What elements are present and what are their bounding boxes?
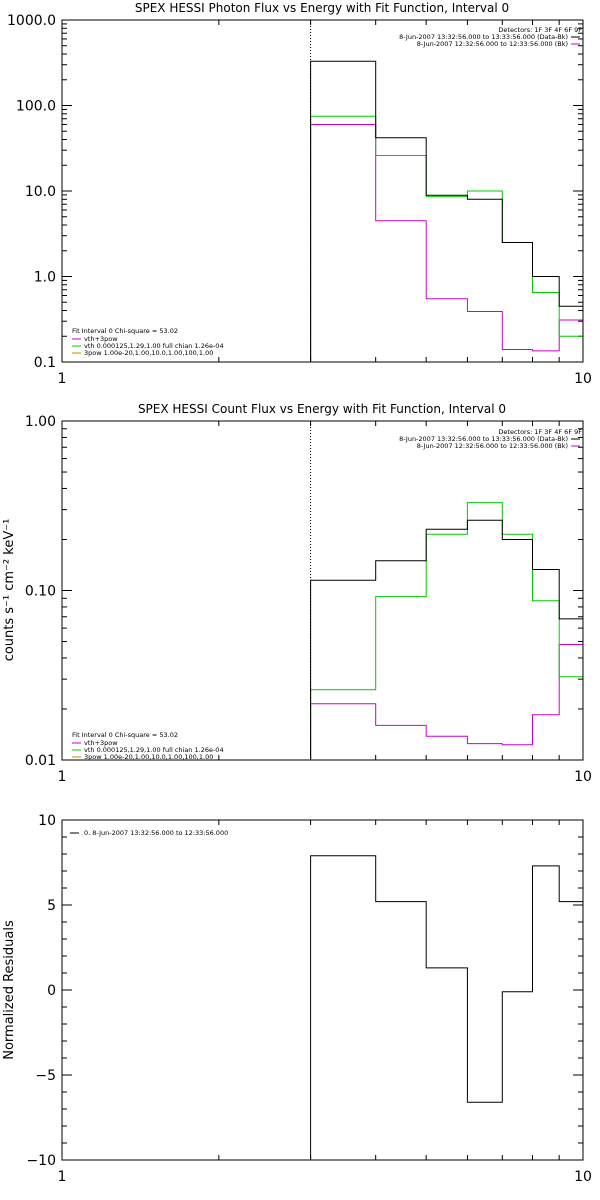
- detectors-label: Detectors: 1F 3F 4F 6F 9F: [498, 428, 582, 436]
- y-tick-label: 10: [38, 813, 56, 829]
- plot-frame: [61, 420, 584, 761]
- series-residuals-step: [310, 855, 584, 1160]
- x-tick-label: 1: [58, 371, 67, 387]
- y-tick-label: 0.10: [25, 584, 56, 600]
- y-tick-label: 1.00: [25, 414, 56, 430]
- data-interval-label: 8-Jun-2007 13:32:56.000 to 13:33:56.000 …: [399, 33, 568, 41]
- legend-residual-label: 0. 8-Jun-2007 13:32:56.000 to 12:33:56.0…: [84, 829, 228, 837]
- y-tick-label: 0.01: [25, 753, 56, 769]
- series-vth-step: [310, 502, 584, 760]
- x-tick-label: 1: [58, 769, 67, 785]
- x-tick-label: 10: [574, 371, 592, 387]
- y-axis-label: counts s⁻¹ cm⁻² keV⁻¹: [2, 519, 17, 662]
- y-tick-label: 0.1: [34, 355, 56, 371]
- chart-title: SPEX HESSI Photon Flux vs Energy with Fi…: [135, 1, 509, 15]
- residuals-panel: Normalized Residuals 0. 8-Jun-2007 13:32…: [2, 813, 592, 1185]
- count-flux-panel: SPEX HESSI Count Flux vs Energy with Fit…: [2, 402, 592, 785]
- plot-frame: [61, 819, 584, 1161]
- photon-flux-panel: SPEX HESSI Photon Flux vs Energy with Fi…: [7, 1, 592, 387]
- data-interval-label: 8-Jun-2007 13:32:56.000 to 13:33:56.000 …: [399, 435, 568, 443]
- bk-interval-label: 8-Jun-2007 12:32:56.000 to 12:33:56.000 …: [417, 40, 568, 48]
- y-tick-label: −10: [26, 1153, 56, 1169]
- y-tick-label: 1.0: [34, 270, 56, 286]
- legend-fit-interval: Fit Interval 0 Chi-square = 53.02: [72, 731, 178, 739]
- y-tick-label: 100.0: [16, 99, 56, 115]
- legend-fit-interval: Fit Interval 0 Chi-square = 53.02: [72, 327, 178, 335]
- y-tick-label: −5: [35, 1068, 56, 1084]
- detectors-label: Detectors: 1F 3F 4F 6F 9F: [498, 26, 582, 34]
- legend-vth-label: vth 0.000125,1.29,1.00 full chian 1.26e-…: [84, 746, 224, 754]
- y-tick-label: 1000.0: [7, 13, 56, 29]
- legend-vth-label: vth 0.000125,1.29,1.00 full chian 1.26e-…: [84, 342, 224, 350]
- x-tick-label: 1: [58, 1169, 67, 1185]
- chart-title: SPEX HESSI Count Flux vs Energy with Fit…: [138, 402, 506, 416]
- legend-sum-label: vth+3pow: [84, 739, 118, 747]
- legend-3pow-label: 3pow 1.00e-20,1.00,10.0,1.00,100,1.00: [84, 349, 213, 357]
- y-tick-label: 10.0: [25, 184, 56, 200]
- plot-frame: [61, 19, 584, 363]
- y-axis-label: Normalized Residuals: [2, 920, 17, 1060]
- y-tick-label: 5: [47, 898, 56, 914]
- legend-3pow-label: 3pow 1.00e-20,1.00,10.0,1.00,100,1.00: [84, 753, 213, 761]
- series-data-bk-step: [310, 60, 584, 362]
- x-tick-label: 10: [574, 769, 592, 785]
- series-data-bk-step: [310, 519, 584, 760]
- y-tick-label: 0: [47, 983, 56, 999]
- bk-interval-label: 8-Jun-2007 12:32:56.000 to 12:33:56.000 …: [417, 442, 568, 450]
- series-vth-step: [310, 115, 584, 362]
- legend-sum-label: vth+3pow: [84, 335, 118, 343]
- series-3pow-step: [310, 124, 584, 362]
- series-3pow-step: [310, 644, 584, 760]
- x-tick-label: 10: [574, 1169, 592, 1185]
